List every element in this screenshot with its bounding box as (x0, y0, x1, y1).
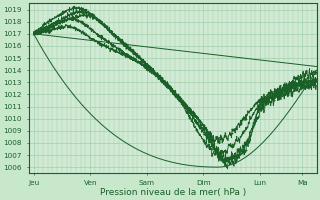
X-axis label: Pression niveau de la mer( hPa ): Pression niveau de la mer( hPa ) (100, 188, 246, 197)
